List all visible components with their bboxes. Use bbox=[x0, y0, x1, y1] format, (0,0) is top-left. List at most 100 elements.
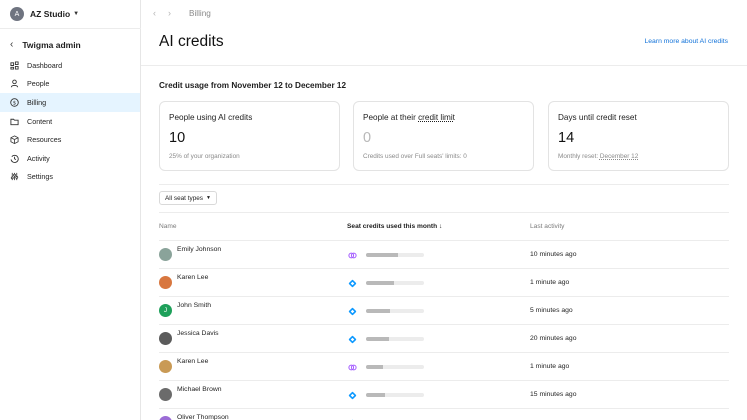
credit-usage-fill bbox=[366, 281, 394, 285]
full-seat-icon bbox=[348, 252, 357, 259]
stat-subtext: Monthly reset: December 12 bbox=[558, 153, 638, 160]
forward-arrow-icon[interactable]: › bbox=[168, 8, 183, 18]
last-activity: 15 minutes ago bbox=[530, 391, 577, 398]
history-icon bbox=[10, 154, 19, 163]
last-activity: 20 minutes ago bbox=[530, 335, 577, 342]
admin-header: ‹ Twigma admin bbox=[10, 39, 81, 50]
table-header: Name Seat credits used this month ↓ Last… bbox=[159, 212, 729, 240]
credit-usage-bar bbox=[366, 337, 424, 341]
stat-label: People at their credit limit bbox=[363, 113, 455, 122]
user-name: Karen Lee bbox=[177, 274, 209, 281]
stat-value: 14 bbox=[558, 130, 575, 146]
stat-value: 10 bbox=[169, 130, 186, 146]
user-name: Emily Johnson bbox=[177, 246, 222, 253]
org-avatar: A bbox=[10, 7, 24, 21]
credit-usage-fill bbox=[366, 393, 385, 397]
credit-usage-fill bbox=[366, 309, 391, 313]
credit-usage-fill bbox=[366, 253, 398, 257]
person-icon bbox=[10, 79, 19, 88]
user-name: Oliver Thompson bbox=[177, 414, 229, 420]
user-name: Michael Brown bbox=[177, 386, 222, 393]
last-activity: 1 minute ago bbox=[530, 363, 570, 370]
table-row[interactable]: Karen Lee 1 minute ago bbox=[159, 268, 729, 296]
table-row[interactable]: Jessica Davis 20 minutes ago bbox=[159, 324, 729, 352]
credit-usage-bar bbox=[366, 393, 424, 397]
chevron-down-icon: ▼ bbox=[73, 11, 80, 17]
avatar bbox=[159, 360, 172, 373]
sidebar-item-people[interactable]: People bbox=[0, 75, 140, 94]
credit-usage-bar bbox=[366, 253, 424, 257]
org-name: AZ Studio bbox=[30, 9, 71, 19]
dashboard-icon bbox=[10, 61, 19, 70]
sidebar-item-content[interactable]: Content bbox=[0, 112, 140, 131]
filter-label: All seat types bbox=[165, 194, 204, 202]
sidebar-item-label: Content bbox=[27, 116, 53, 126]
sidebar-item-label: Settings bbox=[27, 172, 53, 182]
dev-seat-icon bbox=[348, 391, 357, 400]
divider bbox=[159, 184, 729, 185]
user-name: Karen Lee bbox=[177, 358, 209, 365]
divider bbox=[0, 28, 141, 29]
sidebar-item-label: Activity bbox=[27, 153, 50, 163]
sidebar-nav: Dashboard People $ Billing Content bbox=[0, 56, 140, 186]
last-activity: 5 minutes ago bbox=[530, 307, 573, 314]
table-row[interactable]: Emily Johnson 10 minutes ago bbox=[159, 240, 729, 268]
back-arrow-icon[interactable]: ‹ bbox=[153, 8, 168, 18]
last-activity: 10 minutes ago bbox=[530, 251, 577, 258]
user-name: John Smith bbox=[177, 302, 212, 309]
user-name: Jessica Davis bbox=[177, 330, 219, 337]
stat-subtext: 25% of your organization bbox=[169, 153, 240, 160]
avatar bbox=[159, 248, 172, 261]
column-header-activity[interactable]: Last activity bbox=[530, 223, 565, 230]
top-bar: ‹› Billing bbox=[141, 0, 747, 28]
learn-more-link[interactable]: Learn more about AI credits bbox=[644, 38, 729, 45]
stat-card-reset: Days until credit reset 14 Monthly reset… bbox=[548, 101, 729, 171]
dev-seat-icon bbox=[348, 335, 357, 344]
column-header-label: Seat credits used this month bbox=[347, 223, 438, 230]
column-header-credits[interactable]: Seat credits used this month ↓ bbox=[347, 223, 442, 230]
sidebar-item-label: Billing bbox=[27, 97, 47, 107]
last-activity: 1 minute ago bbox=[530, 279, 570, 286]
table-row[interactable]: Michael Brown 15 minutes ago bbox=[159, 380, 729, 408]
sidebar-item-resources[interactable]: Resources bbox=[0, 130, 140, 149]
admin-title: Twigma admin bbox=[22, 39, 81, 50]
avatar bbox=[159, 332, 172, 345]
divider bbox=[141, 65, 747, 66]
credit-limit-link[interactable]: credit limit bbox=[418, 113, 455, 122]
stat-label: Days until credit reset bbox=[558, 113, 637, 122]
reset-date: December 12 bbox=[599, 153, 639, 160]
full-seat-icon bbox=[348, 364, 357, 371]
credit-usage-bar bbox=[366, 309, 424, 313]
stat-label-prefix: People at their bbox=[363, 113, 419, 122]
sidebar-item-activity[interactable]: Activity bbox=[0, 149, 140, 168]
table-row[interactable]: Oliver Thompson bbox=[159, 408, 729, 420]
stat-card-people: People using AI credits 10 25% of your o… bbox=[159, 101, 340, 171]
cube-icon bbox=[10, 135, 19, 145]
sliders-icon bbox=[10, 172, 19, 181]
credit-usage-bar bbox=[366, 281, 424, 285]
avatar bbox=[159, 388, 172, 401]
sidebar-item-billing[interactable]: $ Billing bbox=[0, 93, 140, 112]
sidebar-item-dashboard[interactable]: Dashboard bbox=[0, 56, 140, 75]
stat-value: 0 bbox=[363, 130, 372, 146]
column-header-name[interactable]: Name bbox=[159, 223, 177, 230]
table-body: Emily Johnson 10 minutes ago Karen Lee 1 mi… bbox=[159, 240, 729, 420]
chevron-left-icon[interactable]: ‹ bbox=[10, 39, 14, 50]
seat-type-filter[interactable]: All seat types ▼ bbox=[159, 191, 217, 205]
avatar bbox=[159, 276, 172, 289]
stat-card-limit: People at their credit limit 0 Credits u… bbox=[353, 101, 534, 171]
sidebar-item-label: Dashboard bbox=[27, 60, 63, 70]
credit-usage-fill bbox=[366, 365, 384, 369]
org-switcher[interactable]: A AZ Studio ▼ bbox=[10, 6, 79, 22]
avatar bbox=[159, 416, 172, 420]
sidebar-item-settings[interactable]: Settings bbox=[0, 168, 140, 187]
dev-seat-icon bbox=[348, 279, 357, 288]
reset-prefix: Monthly reset: bbox=[558, 153, 600, 160]
dev-seat-icon bbox=[348, 307, 357, 316]
dollar-circle-icon: $ bbox=[10, 98, 19, 107]
table-row[interactable]: Karen Lee 1 minute ago bbox=[159, 352, 729, 380]
credit-usage-bar bbox=[366, 365, 424, 369]
sidebar-item-label: People bbox=[27, 79, 50, 89]
table-row[interactable]: J John Smith 5 minutes ago bbox=[159, 296, 729, 324]
